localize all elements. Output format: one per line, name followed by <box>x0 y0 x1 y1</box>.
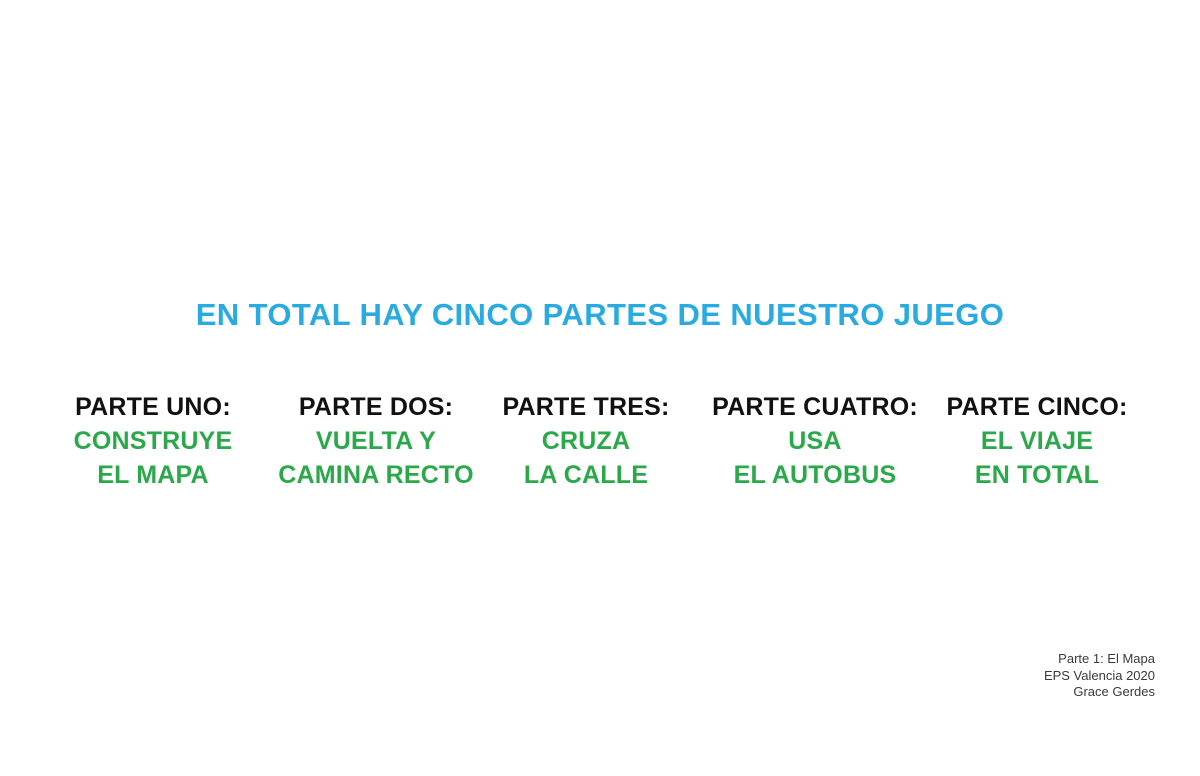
part-column-cuatro: PARTE CUATRO: USA EL AUTOBUS <box>695 390 935 492</box>
part-description-line: CRUZA <box>541 427 631 455</box>
part-description-line: EL VIAJE <box>980 427 1094 455</box>
part-column-tres: PARTE TRES: CRUZA LA CALLE <box>466 390 706 492</box>
part-description-line: CAMINA RECTO <box>278 461 474 489</box>
part-description-line: EN TOTAL <box>974 461 1100 489</box>
footer-line-author: Grace Gerdes <box>1073 684 1155 699</box>
part-label: PARTE TRES: <box>502 393 670 421</box>
part-description-line: USA <box>788 427 842 455</box>
part-label: PARTE DOS: <box>298 393 454 421</box>
part-column-dos: PARTE DOS: VUELTA Y CAMINA RECTO <box>256 390 496 492</box>
part-description-line: LA CALLE <box>523 461 649 489</box>
slide-title: EN TOTAL HAY CINCO PARTES DE NUESTRO JUE… <box>195 296 1005 332</box>
part-label: PARTE CUATRO: <box>712 393 918 421</box>
part-label: PARTE UNO: <box>75 393 231 421</box>
footer-line-title: Parte 1: El Mapa <box>1058 651 1155 666</box>
part-column-cinco: PARTE CINCO: EL VIAJE EN TOTAL <box>917 390 1157 492</box>
part-description-line: CONSTRUYE <box>73 427 233 455</box>
slide-footer-credits: Parte 1: El Mapa EPS Valencia 2020 Grace… <box>1044 651 1155 701</box>
part-label: PARTE CINCO: <box>946 393 1128 421</box>
footer-line-school: EPS Valencia 2020 <box>1043 667 1155 683</box>
part-column-uno: PARTE UNO: CONSTRUYE EL MAPA <box>33 390 273 492</box>
part-description-line: VUELTA Y <box>315 427 437 455</box>
part-description-line: EL MAPA <box>97 461 209 489</box>
part-description-line: EL AUTOBUS <box>733 461 897 489</box>
